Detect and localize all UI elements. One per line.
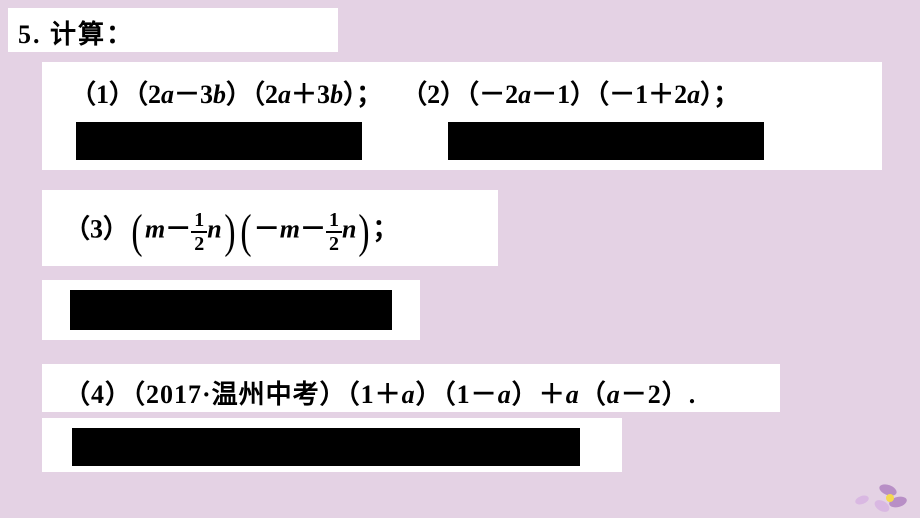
answer-bar-1 <box>76 122 362 160</box>
p3-m1: m <box>145 214 165 243</box>
p4-open2: （ <box>580 380 607 409</box>
heading-text: 5. 计算： <box>18 14 134 51</box>
p4-close2: －2）. <box>621 380 697 409</box>
answer-bar-3 <box>70 290 392 330</box>
p2-a1: a <box>518 80 531 109</box>
p3-rparen1: ) <box>224 204 235 259</box>
p1-a2: a <box>278 80 291 109</box>
p1-b1: b <box>213 80 226 109</box>
p4-a3: a <box>566 380 580 409</box>
row2-panel: （3）(m－12n)(－m－12n)； <box>42 190 498 266</box>
p3-n1: n <box>207 214 221 243</box>
p3-rparen2: ) <box>359 204 370 259</box>
p4-open: （4）（2017·温州中考）（1＋ <box>64 380 402 409</box>
p3-neg: － <box>254 214 280 243</box>
answer-bar-2 <box>448 122 764 160</box>
p3-frac1: 12 <box>191 210 207 254</box>
p2-minus: －1）（－1＋2 <box>531 80 687 109</box>
p3-label: （3） <box>64 214 129 243</box>
p3-lparen1: ( <box>131 204 142 259</box>
p3-minus2: － <box>300 214 326 243</box>
answer-bar-4 <box>72 428 580 466</box>
p3-frac2: 12 <box>326 210 342 254</box>
p1-a1: a <box>161 80 174 109</box>
p1-plus: ＋3 <box>291 80 330 109</box>
flower-decoration-icon <box>844 474 914 514</box>
p4-mid1: ）（1－ <box>416 380 498 409</box>
problem-4: （4）（2017·温州中考）（1＋a）（1－a）＋a（a－2）. <box>64 374 696 411</box>
heading-label: 计算： <box>50 20 134 49</box>
heading-number: 5. <box>18 20 42 49</box>
problem-1-2: （1）（2a－3b）（2a＋3b）； （2）（－2a－1）（－1＋2a）； <box>70 74 739 111</box>
p4-a4: a <box>607 380 621 409</box>
p1-minus: －3 <box>174 80 213 109</box>
p4-a2: a <box>498 380 512 409</box>
p3-close: ； <box>372 214 398 243</box>
p1-open: （1）（2 <box>70 80 161 109</box>
heading-panel: 5. 计算： <box>8 8 338 52</box>
row3-panel: （4）（2017·温州中考）（1＋a）（1－a）＋a（a－2）. <box>42 364 780 412</box>
p3-m2: m <box>280 214 300 243</box>
p3-lparen2: ( <box>240 204 251 259</box>
p4-a1: a <box>402 380 416 409</box>
p1-mid: ）（2 <box>226 80 278 109</box>
p1-close: ）； <box>343 80 382 109</box>
p3-frac2-num: 1 <box>326 210 342 233</box>
problem-3: （3）(m－12n)(－m－12n)； <box>64 204 398 259</box>
p1-b2: b <box>330 80 343 109</box>
p3-frac1-num: 1 <box>191 210 207 233</box>
p2-open: （2）（－2 <box>401 80 518 109</box>
p4-mid2: ）＋ <box>512 380 566 409</box>
p2-close: ）； <box>700 80 739 109</box>
p2-a2: a <box>687 80 700 109</box>
p3-minus1: － <box>165 214 191 243</box>
p3-frac1-den: 2 <box>191 233 207 254</box>
p3-n2: n <box>342 214 356 243</box>
p3-frac2-den: 2 <box>326 233 342 254</box>
